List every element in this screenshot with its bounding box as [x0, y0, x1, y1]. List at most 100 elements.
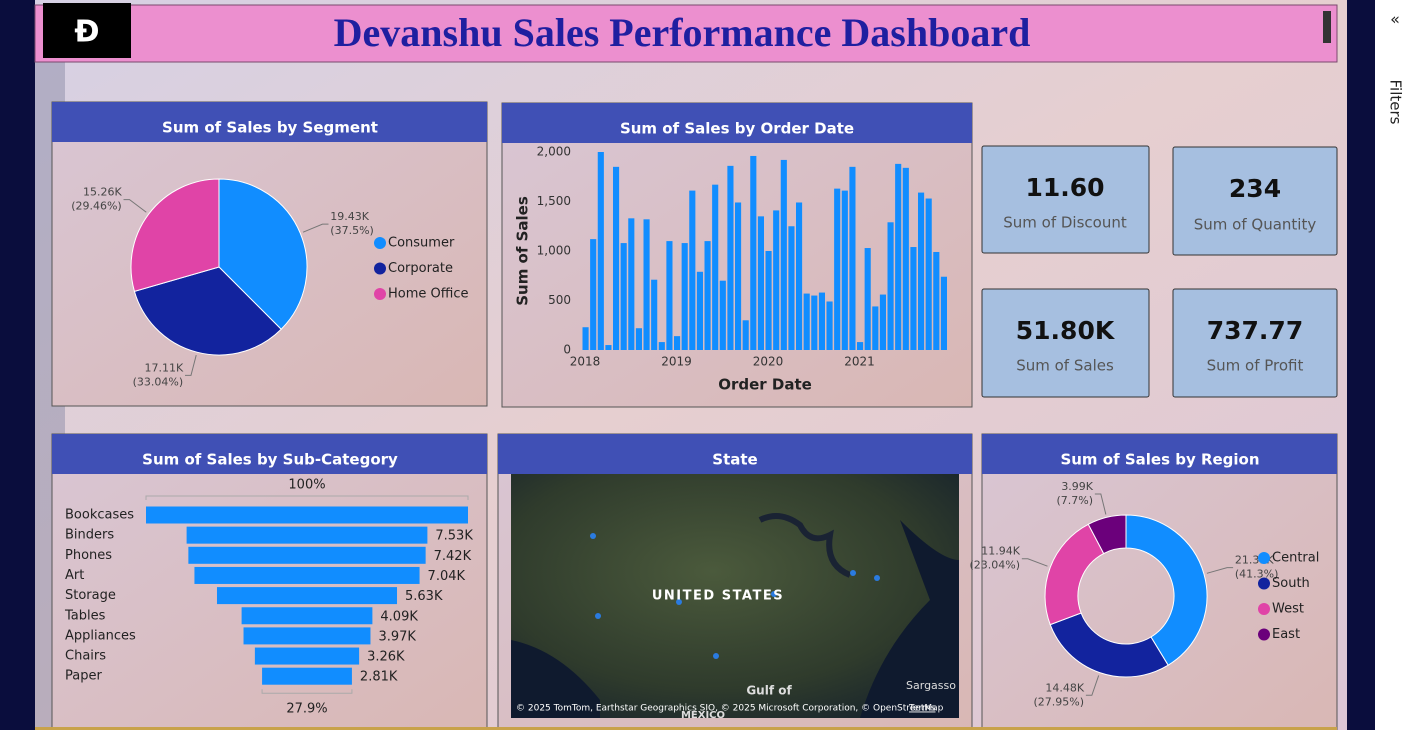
panel-title: State — [712, 451, 757, 469]
bar — [582, 327, 589, 350]
bar — [765, 251, 772, 350]
slice — [1087, 514, 1127, 555]
bar — [780, 159, 787, 350]
category-label: Bookcases — [65, 508, 134, 523]
slice — [1125, 514, 1208, 666]
bottom-edge — [35, 727, 1337, 730]
map-point — [850, 570, 856, 576]
x-tick-label: 2018 — [570, 355, 601, 369]
top-label: 100% — [288, 478, 325, 493]
category-label: Appliances — [65, 628, 136, 643]
category-label: Storage — [65, 588, 116, 603]
filters-label[interactable]: Filters — [1387, 80, 1405, 125]
map[interactable]: UNITED STATES Gulf of MEXICO Sargasso © … — [511, 474, 959, 721]
logo — [43, 3, 131, 58]
data-label: 5.63K — [405, 589, 443, 604]
legend-marker — [1258, 552, 1270, 564]
x-tick-label: 2021 — [844, 355, 875, 369]
bar — [651, 279, 658, 350]
legend-label: Central — [1272, 551, 1319, 566]
leader-line — [1094, 493, 1107, 515]
sidebar[interactable] — [1375, 0, 1415, 730]
data-label: (33.04%) — [133, 375, 184, 388]
data-label: 3.97K — [378, 629, 416, 644]
bar — [803, 293, 810, 350]
bar — [146, 506, 468, 524]
data-label: (37.5%) — [330, 224, 374, 237]
slice — [218, 178, 308, 330]
bar — [841, 190, 848, 350]
bar — [818, 292, 825, 350]
legend-marker — [1258, 603, 1270, 615]
legend-label: South — [1272, 576, 1310, 591]
bar — [194, 566, 420, 584]
map-label: Sargasso — [906, 679, 956, 692]
data-label: (27.95%) — [1034, 695, 1085, 708]
cards: 11.60 Sum of Discount 234 Sum of Quantit… — [981, 145, 1338, 398]
category-label: Phones — [65, 548, 112, 563]
panel — [981, 433, 1338, 734]
legend-label: Home Office — [388, 287, 468, 302]
bar — [895, 163, 902, 350]
bar — [788, 226, 795, 350]
map-label: UNITED STATES — [652, 589, 784, 604]
map-attribution: © 2025 TomTom, Earthstar Geographics SIO… — [516, 704, 944, 714]
card-value: 51.80K — [1016, 316, 1116, 345]
bar — [635, 328, 642, 350]
legend-label: Consumer — [388, 236, 455, 251]
leader-line — [1021, 558, 1048, 567]
y-axis-title: Sum of Sales — [514, 196, 532, 306]
legend-marker — [374, 237, 386, 249]
y-tick-label: 2,000 — [537, 145, 571, 159]
bracket — [145, 495, 469, 500]
card-label: Sum of Profit — [1207, 357, 1304, 375]
data-label: 19.43K — [330, 210, 369, 223]
bottom-label: 27.9% — [286, 702, 327, 717]
bar — [613, 166, 620, 350]
slice — [133, 266, 282, 356]
bar — [742, 320, 749, 350]
data-label: 7.04K — [428, 569, 466, 584]
bar — [933, 251, 940, 350]
legend-marker — [1258, 577, 1270, 590]
bar — [628, 218, 635, 350]
map-terms[interactable]: Terms — [908, 704, 936, 714]
data-label: (29.46%) — [71, 200, 122, 213]
bar — [666, 241, 673, 350]
panel-header — [498, 434, 972, 474]
bar — [910, 247, 917, 350]
data-label: 7.42K — [434, 549, 472, 564]
bar — [186, 526, 428, 544]
great-lakes — [758, 513, 852, 578]
bar — [188, 546, 426, 564]
bar — [727, 165, 734, 350]
bar — [849, 166, 856, 350]
bar — [689, 190, 696, 350]
bar — [887, 222, 894, 350]
card — [1172, 288, 1338, 398]
card-label: Sum of Quantity — [1194, 216, 1317, 234]
data-label: (23.04%) — [969, 559, 1020, 572]
bar — [620, 243, 627, 350]
collapse-icon[interactable]: « — [1390, 10, 1400, 29]
bar — [658, 342, 665, 350]
bar — [773, 210, 780, 350]
bar — [735, 202, 742, 350]
bar — [643, 219, 650, 350]
data-label: 4.09K — [380, 609, 418, 624]
map-point — [771, 591, 777, 597]
category-label: Tables — [64, 608, 106, 623]
bar — [216, 587, 398, 605]
card — [1172, 146, 1338, 256]
bar — [696, 271, 703, 350]
bar — [826, 301, 833, 350]
bar — [719, 280, 726, 350]
panel-title: Sum of Sales by Region — [1060, 451, 1259, 469]
card — [981, 288, 1150, 398]
leader-line — [302, 223, 329, 233]
ocean — [511, 520, 959, 718]
bar — [834, 188, 841, 350]
logo-mark: Ð — [74, 15, 99, 50]
panel-title: Sum of Sales by Sub-Category — [142, 451, 398, 469]
